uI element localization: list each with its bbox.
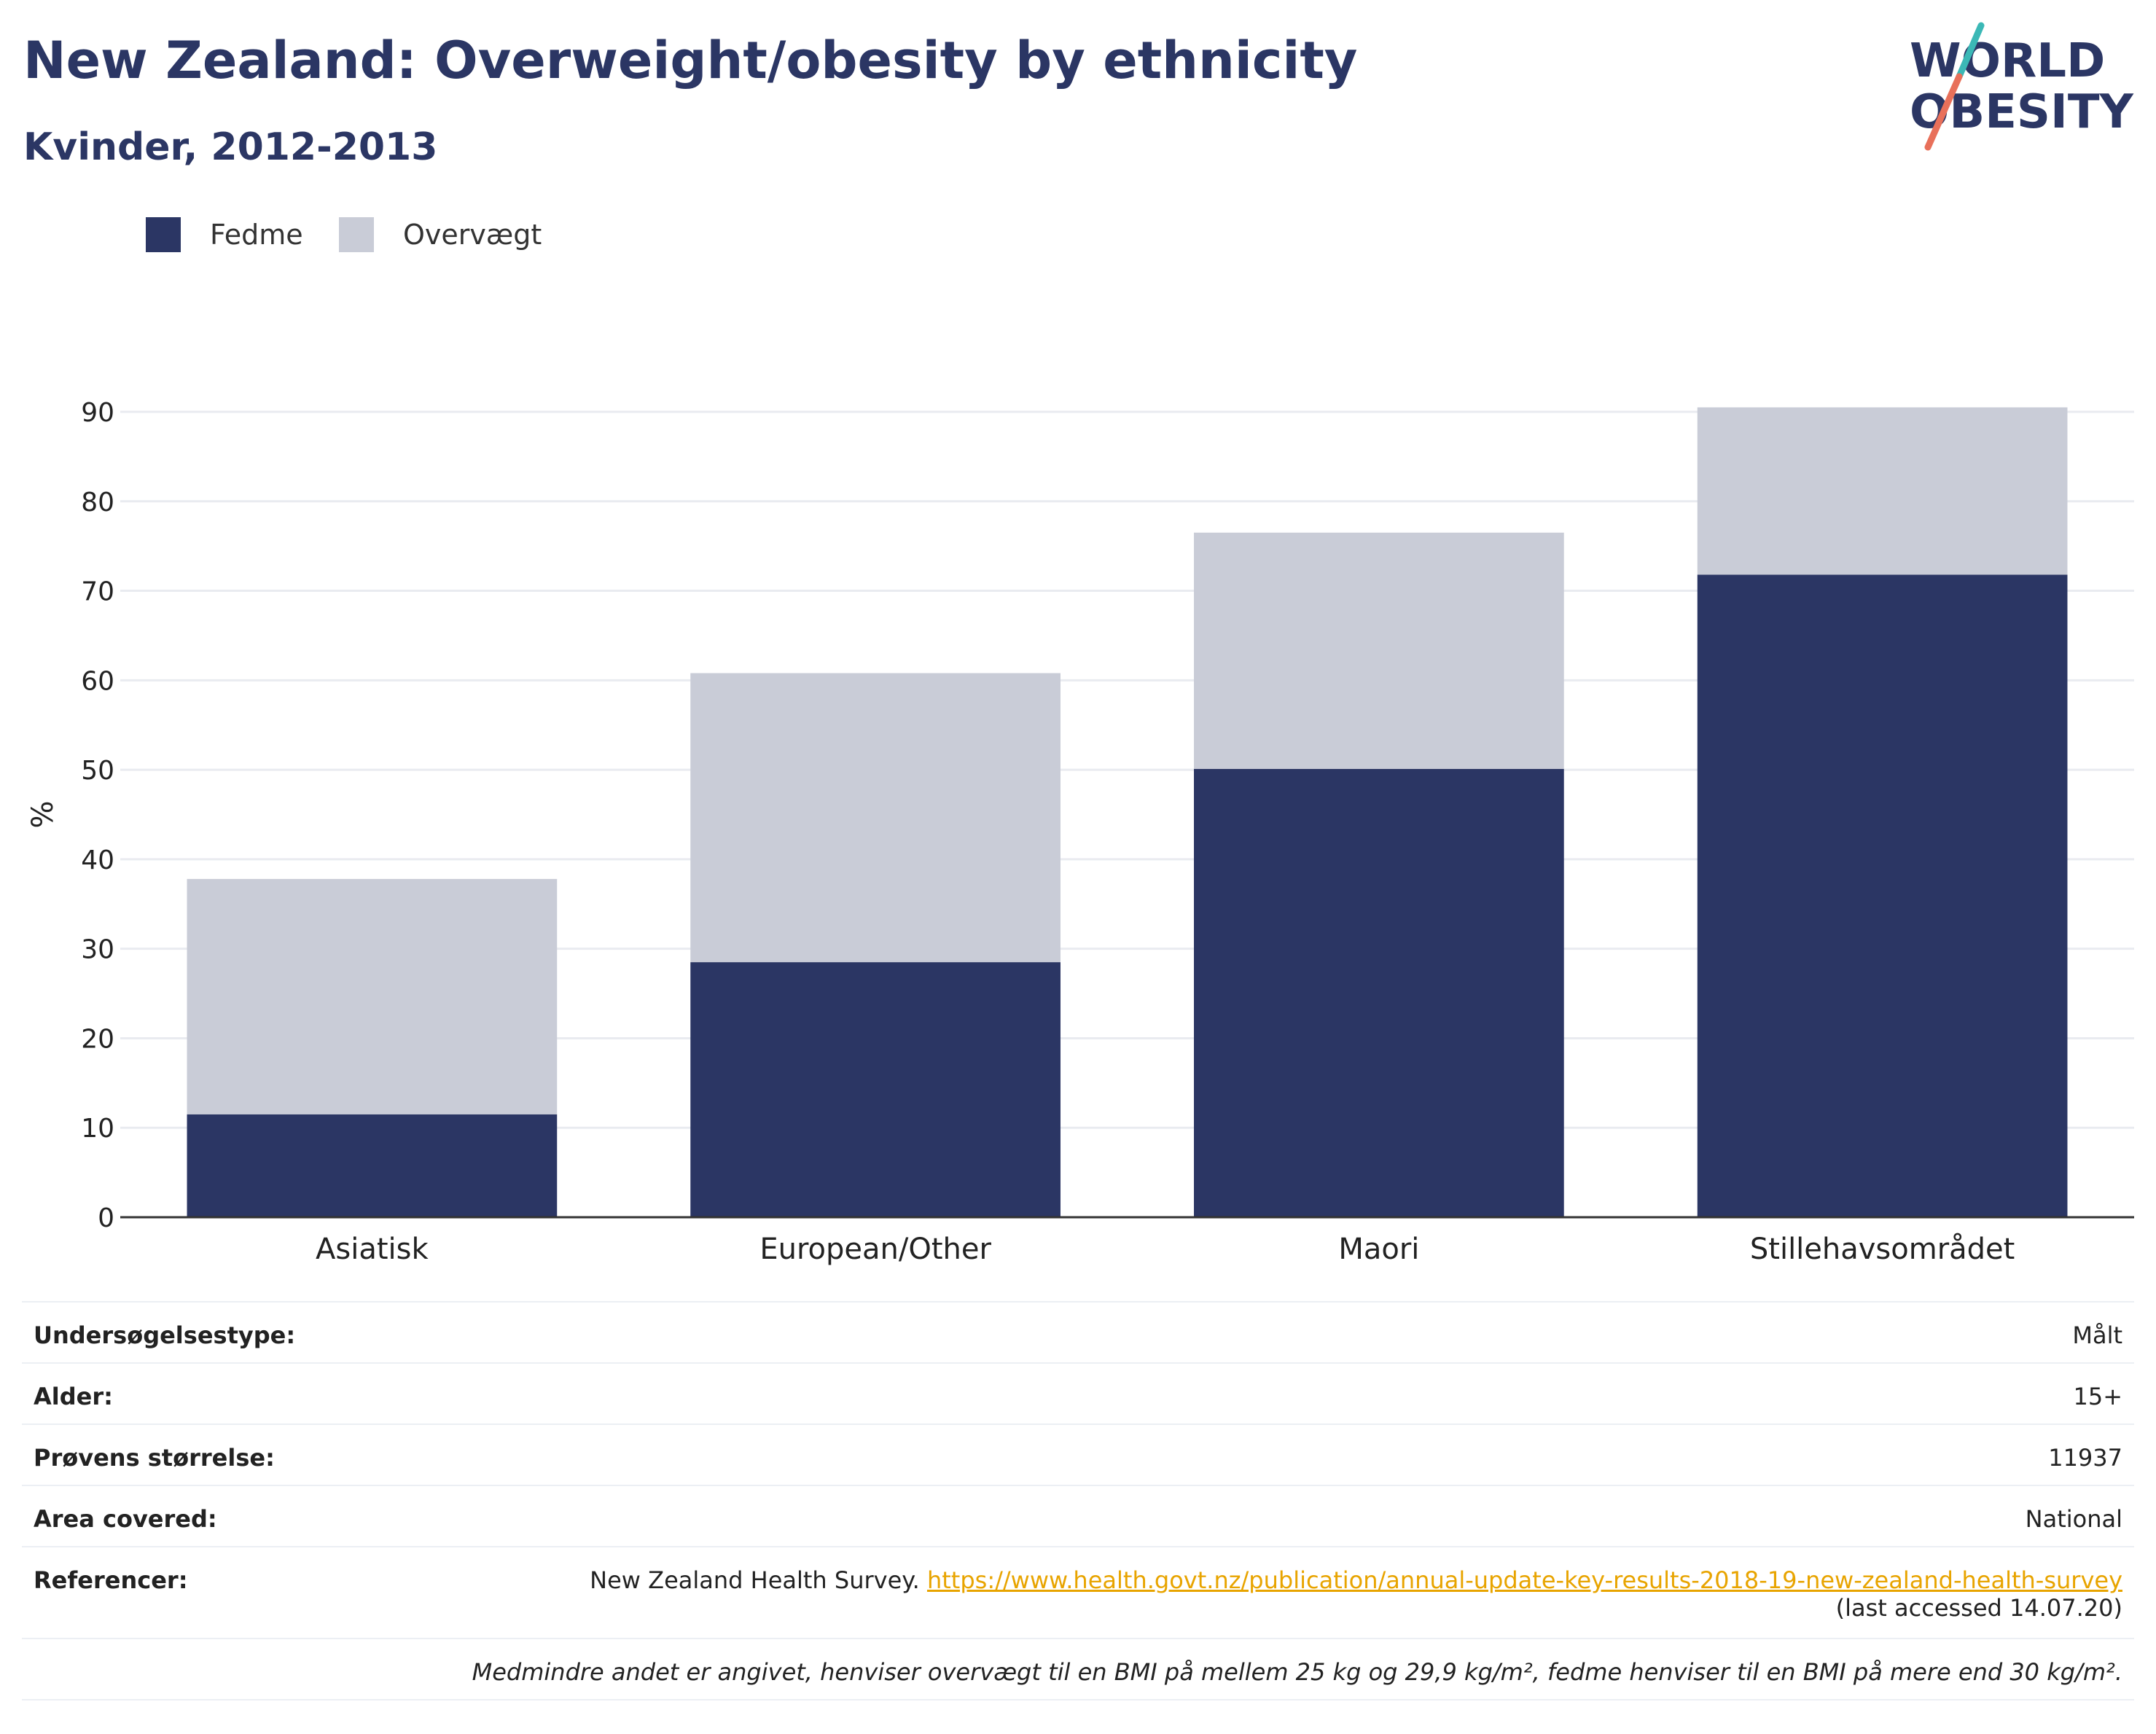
references-label: Referencer: bbox=[34, 1566, 188, 1594]
info-row-references: Referencer: New Zealand Health Survey. h… bbox=[22, 1546, 2134, 1638]
reference-accessed: (last accessed 14.07.20) bbox=[1835, 1594, 2122, 1622]
area-label: Area covered: bbox=[34, 1505, 217, 1533]
y-tick-label: 70 bbox=[81, 577, 114, 607]
world-obesity-logo: WORLD OBESITY bbox=[1910, 22, 2133, 151]
x-tick-label: Asiatisk bbox=[316, 1233, 429, 1266]
bar-overvaegt bbox=[690, 673, 1061, 963]
svg-text:WORLD: WORLD bbox=[1910, 34, 2105, 88]
x-tick-label: Stillehavsområdet bbox=[1750, 1233, 2015, 1266]
x-tick-label: Maori bbox=[1338, 1233, 1419, 1266]
survey-info-table: Undersøgelsestype: Målt Alder: 15+ Prøve… bbox=[22, 1301, 2134, 1700]
y-tick-label: 30 bbox=[81, 935, 114, 965]
survey-type-label: Undersøgelsestype: bbox=[34, 1321, 296, 1349]
bmi-definition-note: Medmindre andet er angivet, henviser ove… bbox=[472, 1658, 2122, 1686]
y-tick-label: 40 bbox=[81, 845, 114, 875]
info-row-note: Medmindre andet er angivet, henviser ove… bbox=[22, 1638, 2134, 1700]
bar-fedme bbox=[187, 1114, 558, 1217]
x-tick-label: European/Other bbox=[759, 1233, 991, 1266]
y-tick-label: 0 bbox=[98, 1203, 114, 1233]
bar-fedme bbox=[1697, 574, 2068, 1217]
info-row-sample-size: Prøvens størrelse: 11937 bbox=[22, 1423, 2134, 1485]
svg-text:OBESITY: OBESITY bbox=[1910, 85, 2133, 139]
sample-size-label: Prøvens størrelse: bbox=[34, 1444, 275, 1472]
legend-item-overvaegt: Overvægt bbox=[339, 215, 542, 254]
chart-subtitle: Kvinder, 2012-2013 bbox=[23, 125, 438, 169]
age-label: Alder: bbox=[34, 1383, 113, 1410]
bar-fedme bbox=[1194, 768, 1564, 1217]
bar-overvaegt bbox=[1697, 407, 2068, 575]
reference-link[interactable]: https://www.health.govt.nz/publication/a… bbox=[926, 1566, 2122, 1594]
y-tick-label: 20 bbox=[81, 1024, 114, 1054]
info-row-age: Alder: 15+ bbox=[22, 1362, 2134, 1423]
info-row-survey-type: Undersøgelsestype: Målt bbox=[22, 1301, 2134, 1362]
y-tick-label: 90 bbox=[81, 398, 114, 428]
survey-type-value: Målt bbox=[2072, 1321, 2122, 1349]
legend-swatch-overvaegt bbox=[339, 217, 374, 252]
y-tick-label: 80 bbox=[81, 488, 114, 518]
bar-overvaegt bbox=[1194, 532, 1564, 769]
y-tick-label: 60 bbox=[81, 666, 114, 696]
y-tick-label: 10 bbox=[81, 1114, 114, 1144]
legend-item-fedme: Fedme bbox=[146, 215, 303, 254]
chart-title: New Zealand: Overweight/obesity by ethni… bbox=[23, 31, 1358, 90]
legend-label-overvaegt: Overvægt bbox=[403, 219, 542, 251]
reference-source: New Zealand Health Survey. bbox=[590, 1566, 920, 1594]
area-value: National bbox=[2025, 1505, 2122, 1533]
age-value: 15+ bbox=[2073, 1383, 2122, 1410]
info-row-area: Area covered: National bbox=[22, 1485, 2134, 1546]
bar-overvaegt bbox=[187, 878, 558, 1114]
legend-swatch-fedme bbox=[146, 217, 181, 252]
references-value: New Zealand Health Survey. https://www.h… bbox=[590, 1566, 2122, 1622]
y-axis-label: % bbox=[26, 800, 60, 828]
y-tick-label: 50 bbox=[81, 756, 114, 786]
legend-label-fedme: Fedme bbox=[210, 219, 303, 251]
bar-fedme bbox=[690, 962, 1061, 1217]
bar-chart: 0 10 20 30 40 50 60 70 80 90% Asiatisk European/Oth… bbox=[26, 398, 2134, 1266]
sample-size-value: 11937 bbox=[2048, 1444, 2122, 1472]
